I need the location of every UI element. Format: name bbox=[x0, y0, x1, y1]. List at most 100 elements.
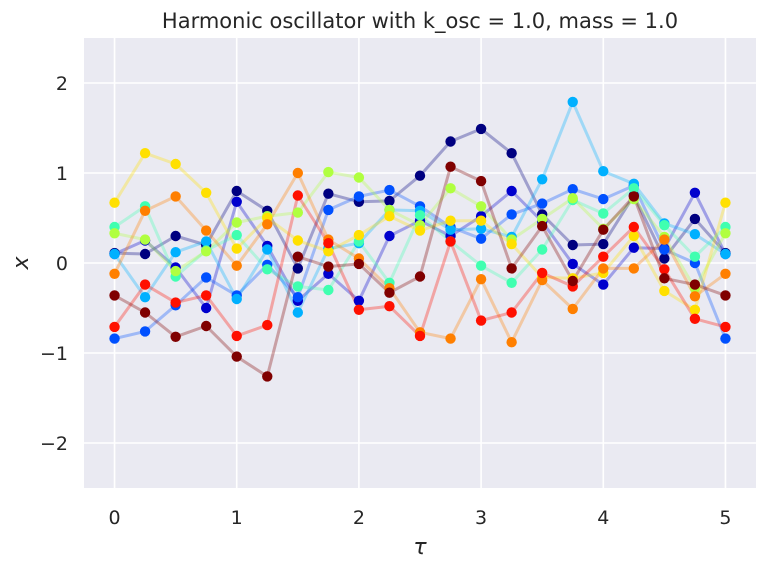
y-tick-label: −2 bbox=[40, 433, 68, 455]
data-point bbox=[475, 223, 487, 234]
data-point bbox=[292, 167, 304, 179]
series-points bbox=[109, 96, 731, 382]
data-point bbox=[720, 290, 731, 301]
data-point bbox=[353, 295, 365, 306]
data-point bbox=[567, 303, 578, 315]
data-point bbox=[598, 251, 609, 262]
data-point bbox=[720, 321, 731, 333]
data-point bbox=[200, 290, 212, 301]
data-point bbox=[536, 244, 548, 255]
x-tick-label: 4 bbox=[597, 507, 609, 529]
data-point bbox=[689, 213, 701, 225]
data-point bbox=[628, 221, 640, 233]
x-tick-label: 3 bbox=[475, 507, 487, 529]
data-point bbox=[536, 274, 548, 286]
data-point bbox=[628, 230, 640, 242]
data-point bbox=[445, 236, 456, 247]
data-point bbox=[323, 188, 334, 199]
data-point bbox=[659, 253, 670, 264]
data-point bbox=[506, 148, 517, 159]
data-point bbox=[567, 96, 578, 108]
data-point bbox=[139, 248, 151, 260]
data-point bbox=[292, 292, 304, 303]
data-point bbox=[170, 191, 181, 202]
data-point bbox=[414, 225, 426, 236]
data-point bbox=[628, 183, 640, 194]
data-point bbox=[720, 248, 731, 260]
data-point bbox=[262, 371, 273, 382]
data-point bbox=[109, 268, 120, 279]
data-point bbox=[567, 275, 578, 287]
data-point bbox=[598, 224, 609, 235]
data-point bbox=[353, 229, 365, 241]
data-point bbox=[720, 268, 731, 279]
data-point bbox=[475, 260, 487, 271]
data-point bbox=[506, 337, 517, 348]
data-point bbox=[231, 330, 242, 342]
y-tick-label: 1 bbox=[56, 163, 68, 185]
data-point bbox=[506, 307, 517, 318]
data-point bbox=[139, 148, 151, 159]
data-point bbox=[170, 331, 181, 342]
data-point bbox=[262, 264, 273, 275]
data-point bbox=[200, 320, 212, 332]
data-point bbox=[689, 313, 701, 324]
data-point bbox=[414, 170, 426, 181]
data-point bbox=[231, 293, 242, 305]
data-point bbox=[323, 268, 334, 279]
data-point bbox=[475, 315, 487, 326]
data-point bbox=[536, 174, 548, 185]
data-point bbox=[384, 211, 395, 222]
data-point bbox=[323, 166, 334, 178]
data-point bbox=[598, 166, 609, 177]
data-point bbox=[445, 333, 456, 344]
data-point bbox=[598, 238, 609, 250]
data-point bbox=[139, 326, 151, 337]
data-point bbox=[139, 279, 151, 290]
data-point bbox=[139, 234, 151, 245]
data-point bbox=[659, 220, 670, 231]
data-point bbox=[536, 267, 548, 279]
data-point bbox=[200, 272, 212, 283]
data-point bbox=[231, 351, 242, 362]
data-point bbox=[414, 210, 426, 221]
data-point bbox=[292, 263, 304, 274]
data-point bbox=[231, 243, 242, 254]
data-point bbox=[445, 224, 456, 235]
data-point bbox=[170, 265, 181, 277]
data-point bbox=[659, 234, 670, 245]
data-point bbox=[506, 209, 517, 220]
data-point bbox=[353, 304, 365, 315]
data-point bbox=[567, 184, 578, 195]
data-point bbox=[384, 184, 395, 196]
x-tick-labels: 0 1 2 3 4 5 bbox=[108, 507, 731, 529]
y-tick-labels: −2 −1 0 1 2 bbox=[40, 73, 68, 455]
data-point bbox=[384, 230, 395, 242]
data-point bbox=[109, 197, 120, 208]
data-point bbox=[628, 191, 640, 202]
data-point bbox=[598, 193, 609, 205]
data-point bbox=[567, 258, 578, 270]
data-point bbox=[689, 187, 701, 198]
data-point bbox=[536, 198, 548, 209]
data-point bbox=[231, 196, 242, 207]
data-point bbox=[598, 208, 609, 219]
chart-title: Harmonic oscillator with k_osc = 1.0, ma… bbox=[162, 9, 678, 34]
data-point bbox=[139, 307, 151, 318]
data-point bbox=[445, 215, 456, 226]
data-point bbox=[475, 274, 487, 285]
data-point bbox=[414, 330, 426, 342]
data-point bbox=[170, 297, 181, 308]
x-tick-label: 5 bbox=[719, 507, 731, 529]
data-point bbox=[628, 242, 640, 253]
data-point bbox=[720, 333, 731, 344]
data-point bbox=[292, 251, 304, 262]
data-point bbox=[262, 319, 273, 331]
data-point bbox=[262, 219, 273, 230]
x-tick-label: 2 bbox=[353, 507, 365, 529]
data-point bbox=[506, 185, 517, 197]
data-point bbox=[109, 290, 120, 301]
data-point bbox=[689, 304, 701, 315]
data-point bbox=[720, 197, 731, 208]
data-point bbox=[384, 301, 395, 312]
